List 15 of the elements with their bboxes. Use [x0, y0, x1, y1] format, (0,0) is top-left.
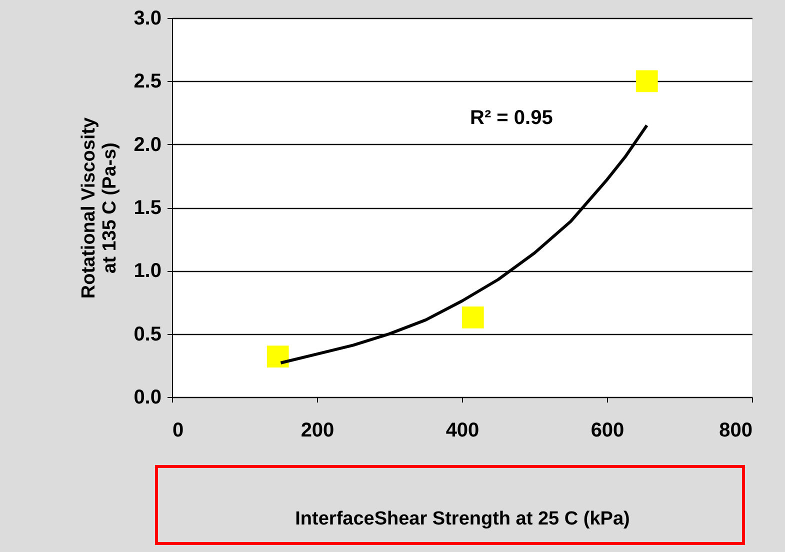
y-tick-label: 1.0: [134, 260, 162, 282]
annotation: R² = 0.95: [470, 107, 553, 129]
y-tick-label: 2.5: [134, 70, 162, 93]
x-axis-title: InterfaceShear Strength at 25 C (kPa): [295, 508, 630, 530]
x-tick-label: 600: [590, 420, 624, 442]
x-tick-label: 200: [300, 420, 334, 442]
y-tick-label: 2.0: [134, 134, 162, 156]
y-axis-title: Rotational Viscosity at 135 C (Pa-s): [78, 116, 121, 299]
x-tick-label: 800: [719, 420, 752, 442]
y-tick-label: 0.0: [134, 386, 162, 408]
x-tick-label: 400: [446, 420, 480, 442]
x-tick-label: 0: [172, 420, 184, 442]
y-tick-label: 3.0: [134, 8, 162, 30]
y-tick-label: 0.5: [134, 323, 162, 346]
y-tick-label: 1.5: [134, 197, 162, 219]
